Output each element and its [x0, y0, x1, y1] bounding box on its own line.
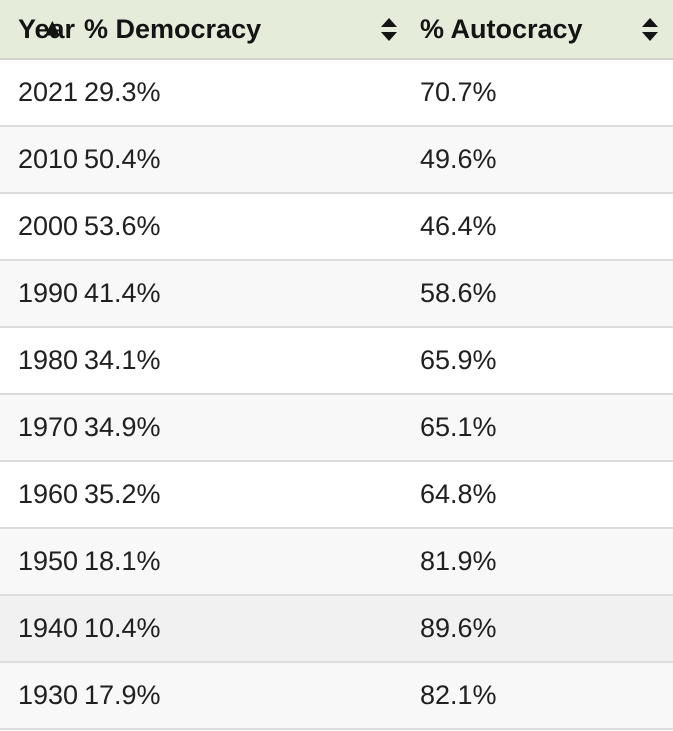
democracy-cell: 34.9% [84, 412, 161, 442]
column-header-autocracy-label: % Autocracy [420, 13, 583, 44]
autocracy-cell: 89.6% [420, 613, 497, 643]
year-cell: 1960 [18, 479, 79, 509]
year-cell: 1940 [18, 613, 79, 643]
table-row: 1980 34.1% 65.9% [0, 328, 673, 395]
column-header-democracy-label: % Democracy [84, 13, 262, 44]
autocracy-cell: 65.1% [420, 412, 497, 442]
year-cell: 1990 [18, 278, 79, 308]
sort-both-arrows-icon [642, 17, 658, 41]
table-row: 1930 17.9% 82.1% [0, 663, 673, 730]
autocracy-cell: 65.9% [420, 345, 497, 375]
sort-down-triangle-icon [381, 31, 397, 41]
column-header-year[interactable]: Year ▲ [0, 14, 80, 45]
table-header: Year ▲ % Democracy % Autocracy [0, 0, 673, 60]
year-cell: 2021 [18, 77, 79, 107]
table-row: 1950 18.1% 81.9% [0, 529, 673, 596]
year-cell: 1950 [18, 546, 79, 576]
column-header-autocracy[interactable]: % Autocracy [410, 14, 673, 45]
democracy-cell: 29.3% [84, 77, 161, 107]
year-cell: 1980 [18, 345, 79, 375]
column-header-year-label: Year [18, 13, 76, 44]
table-row: 2010 50.4% 49.6% [0, 127, 673, 194]
democracy-cell: 18.1% [84, 546, 161, 576]
sort-ascending-arrow-icon: ▲ [40, 13, 65, 42]
democracy-cell: 50.4% [84, 144, 161, 174]
table-row: 2000 53.6% 46.4% [0, 194, 673, 261]
year-cell: 1930 [18, 680, 79, 710]
table-row: 1970 34.9% 65.1% [0, 395, 673, 462]
column-header-democracy[interactable]: % Democracy [80, 14, 410, 45]
democracy-cell: 17.9% [84, 680, 161, 710]
table-row: 1960 35.2% 64.8% [0, 462, 673, 529]
table-body: 2021 29.3% 70.7% 2010 50.4% 49.6% 2000 5… [0, 60, 673, 730]
autocracy-cell: 81.9% [420, 546, 497, 576]
autocracy-cell: 82.1% [420, 680, 497, 710]
autocracy-cell: 64.8% [420, 479, 497, 509]
democracy-cell: 10.4% [84, 613, 161, 643]
table-row-highlighted: 1940 10.4% 89.6% [0, 596, 673, 663]
year-cell: 2010 [18, 144, 79, 174]
table-row: 2021 29.3% 70.7% [0, 60, 673, 127]
autocracy-cell: 58.6% [420, 278, 497, 308]
autocracy-cell: 70.7% [420, 77, 497, 107]
democracy-cell: 41.4% [84, 278, 161, 308]
autocracy-cell: 49.6% [420, 144, 497, 174]
democracy-cell: 35.2% [84, 479, 161, 509]
autocracy-cell: 46.4% [420, 211, 497, 241]
table-row: 1990 41.4% 58.6% [0, 261, 673, 328]
sort-down-triangle-icon [642, 31, 658, 41]
sort-both-arrows-icon [381, 17, 397, 41]
sort-up-triangle-icon [642, 17, 658, 27]
year-cell: 2000 [18, 211, 79, 241]
democracy-cell: 53.6% [84, 211, 161, 241]
year-cell: 1970 [18, 412, 79, 442]
sort-up-triangle-icon [381, 17, 397, 27]
democracy-cell: 34.1% [84, 345, 161, 375]
